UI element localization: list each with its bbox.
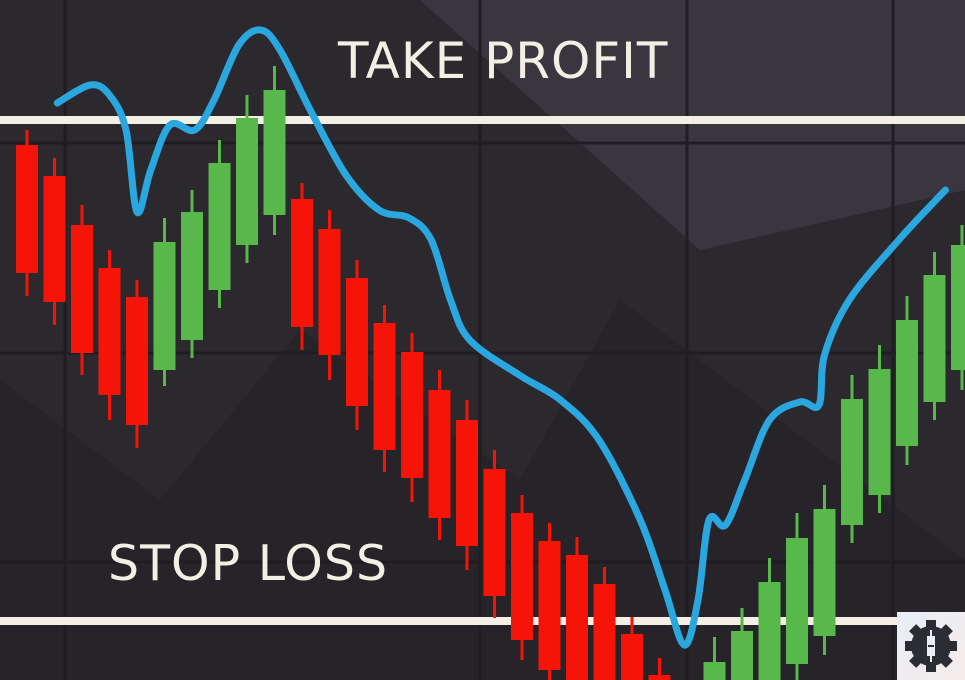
stop-loss-label: STOP LOSS <box>108 535 389 592</box>
bearish-candle <box>16 130 38 296</box>
candle-body <box>621 634 643 680</box>
gear-tooth <box>947 641 957 651</box>
candle-body <box>71 225 93 353</box>
bullish-candle <box>786 513 808 680</box>
background-shape <box>0 300 965 680</box>
candle-body <box>896 320 918 446</box>
bearish-candle <box>566 537 588 680</box>
bullish-candle <box>868 345 891 513</box>
candle-body <box>456 420 478 546</box>
bearish-candle <box>318 210 341 380</box>
candle-body <box>868 369 891 495</box>
candle-body <box>208 163 231 290</box>
candle-body <box>346 278 368 406</box>
gear-tooth <box>926 662 936 672</box>
candle-body <box>841 399 863 525</box>
bullish-candle <box>813 485 836 655</box>
background-shape <box>0 0 965 250</box>
bullish-candle <box>236 95 258 263</box>
candle-body <box>758 582 781 680</box>
gear-tooth <box>905 641 915 651</box>
bullish-candle <box>263 66 286 235</box>
candle-body <box>951 245 965 370</box>
candle-body <box>126 297 148 425</box>
candle-body <box>813 509 836 636</box>
gear-tooth <box>938 653 953 668</box>
candle-body <box>511 513 533 640</box>
candle-body <box>98 268 121 395</box>
candle-body <box>236 118 258 245</box>
candle-body <box>401 352 423 478</box>
gear-candlestick-icon <box>905 620 957 672</box>
bullish-candle <box>208 140 231 308</box>
bearish-candle <box>511 495 533 660</box>
bearish-candle <box>456 400 478 570</box>
bullish-candle <box>731 608 753 680</box>
bullish-candle <box>181 190 203 358</box>
candle-body <box>428 390 451 518</box>
candle-body <box>538 541 561 670</box>
take-profit-label: TAKE PROFIT <box>338 32 669 90</box>
candle-body <box>566 555 588 680</box>
bullish-candle <box>951 225 965 390</box>
bullish-candle <box>153 218 176 386</box>
candle-body <box>16 145 38 273</box>
candle-body <box>263 90 286 215</box>
indicator-line <box>53 26 949 649</box>
candle-body <box>593 584 616 680</box>
bearish-candle <box>428 370 451 540</box>
bearish-candle <box>291 183 313 350</box>
candle-body <box>731 631 753 680</box>
bullish-candle <box>841 375 863 543</box>
candle-body <box>923 275 946 402</box>
bullish-candle <box>758 558 781 680</box>
candle-body <box>373 323 396 450</box>
bearish-candle <box>648 658 671 680</box>
bullish-candle <box>923 252 946 420</box>
candle-body <box>703 662 726 680</box>
candles <box>16 66 965 680</box>
gear-tooth <box>938 624 953 639</box>
bullish-candle <box>896 296 918 465</box>
candle-body <box>483 469 506 596</box>
candle-body <box>318 229 341 355</box>
bearish-candle <box>538 523 561 680</box>
candle-body <box>181 212 203 340</box>
candle-body <box>648 675 671 680</box>
bearish-candle <box>98 250 121 420</box>
bearish-candle <box>346 260 368 430</box>
gear-tooth <box>909 624 924 639</box>
candle-body <box>153 242 176 370</box>
bearish-candle <box>483 450 506 618</box>
bearish-candle <box>43 158 66 325</box>
gear-tooth <box>909 653 924 668</box>
logo <box>897 612 965 680</box>
bearish-candle <box>71 205 93 375</box>
bearish-candle <box>126 280 148 448</box>
candle-body <box>786 538 808 664</box>
gear-tooth <box>926 620 936 630</box>
candle-body <box>291 199 313 327</box>
bearish-candle <box>401 333 423 502</box>
candle-body <box>43 176 66 302</box>
bearish-candle <box>621 617 643 680</box>
bearish-candle <box>373 305 396 472</box>
bullish-candle <box>703 637 726 680</box>
bearish-candle <box>593 567 616 680</box>
